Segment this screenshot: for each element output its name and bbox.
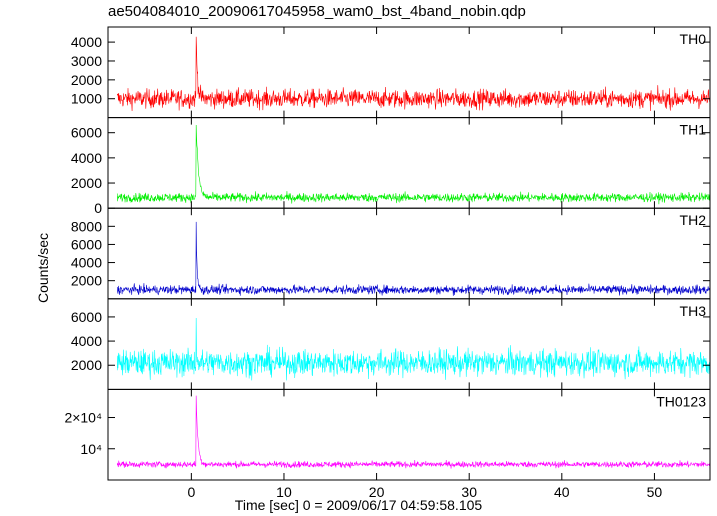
y-tick-label: 2000 <box>71 72 102 88</box>
x-tick-label: 50 <box>647 484 663 500</box>
y-tick-label: 6000 <box>71 125 102 141</box>
panel-label-th0123: TH0123 <box>656 393 706 409</box>
panel-label-th1: TH1 <box>680 122 707 138</box>
panel-label-th2: TH2 <box>680 212 707 228</box>
y-tick-label: 3000 <box>71 53 102 69</box>
y-tick-label: 6000 <box>71 309 102 325</box>
light-curve-th0123 <box>116 395 711 469</box>
y-tick-label: 4000 <box>71 150 102 166</box>
panel-frame <box>107 26 711 119</box>
panel-frame <box>107 117 711 209</box>
y-tick-label: 6000 <box>71 236 102 252</box>
y-tick-label: 0 <box>94 200 102 216</box>
y-tick-label: 8000 <box>71 218 102 234</box>
x-tick-label: 20 <box>369 484 385 500</box>
y-tick-label: 1000 <box>71 91 102 107</box>
y-tick-label: 4000 <box>71 34 102 50</box>
light-curve-th0 <box>116 36 711 111</box>
light-curve-th2 <box>116 221 711 296</box>
y-tick-label: 4000 <box>71 333 102 349</box>
x-tick-label: 0 <box>187 484 195 500</box>
x-axis-label: Time [sec] 0 = 2009/06/17 04:59:58.105 <box>234 497 483 513</box>
y-tick-label: 2×10⁴ <box>64 410 102 426</box>
panel-frame <box>107 388 711 481</box>
light-curve-th1 <box>116 125 711 205</box>
y-tick-label: 2000 <box>71 273 102 289</box>
light-curve-th3 <box>116 317 711 381</box>
y-tick-label: 2000 <box>71 175 102 191</box>
y-tick-label: 10⁴ <box>80 441 102 457</box>
panel-frame <box>107 298 711 390</box>
x-tick-label: 10 <box>276 484 292 500</box>
panel-label-th3: TH3 <box>680 303 707 319</box>
chart-title: ae504084010_20090617045958_wam0_bst_4ban… <box>108 3 526 20</box>
y-tick-label: 2000 <box>71 357 102 373</box>
panel-label-th0: TH0 <box>680 31 707 47</box>
y-axis-label: Counts/sec <box>35 232 51 304</box>
y-tick-label: 4000 <box>71 255 102 271</box>
x-tick-label: 30 <box>461 484 477 500</box>
x-tick-label: 40 <box>554 484 570 500</box>
